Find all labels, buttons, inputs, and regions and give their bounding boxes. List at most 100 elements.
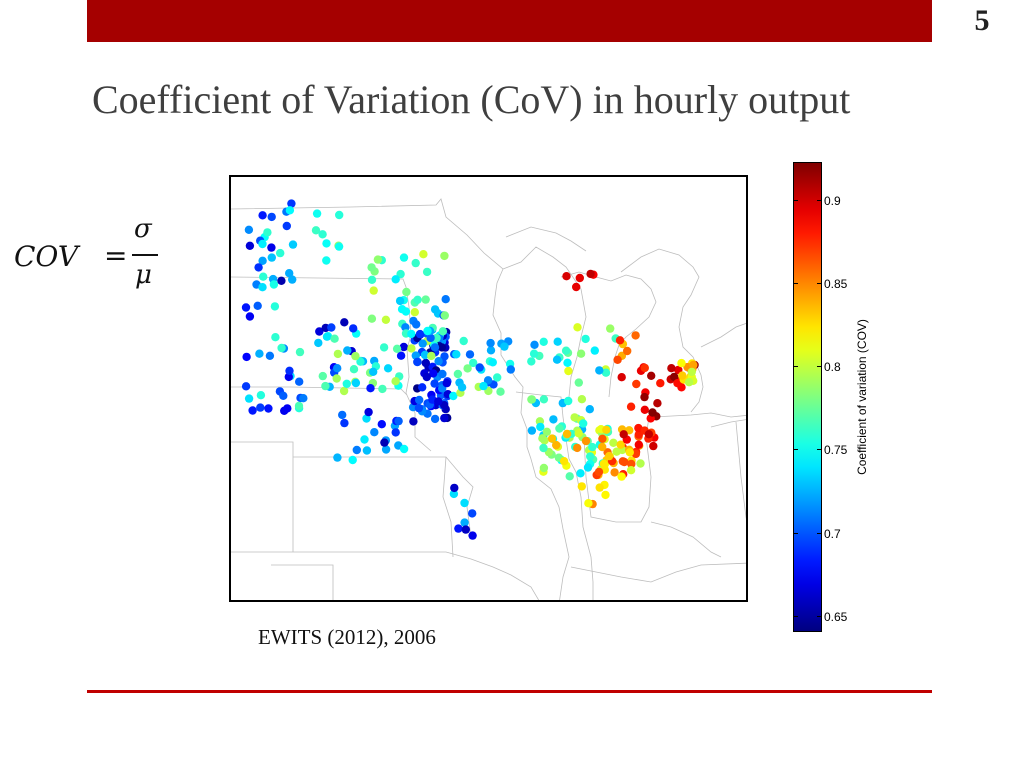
wind-site-marker [479,381,488,391]
border-wisconsin-michigan [502,246,587,398]
wind-site-marker [258,283,267,292]
border-lower-michigan [620,248,704,413]
wind-site-marker [634,440,643,449]
cov-formula: COV = σ μ [14,214,164,294]
wind-site-marker [623,346,632,356]
wind-site-marker [538,434,547,443]
colorbar-tick-mark [794,200,798,201]
source-citation: EWITS (2012), 2006 [258,625,436,649]
wind-site-marker [673,379,682,388]
wind-site-marker [687,367,696,377]
wind-site-marker [322,239,331,248]
wind-site-marker [254,263,263,272]
wind-site-marker [410,308,419,317]
formula-equals: = [104,239,128,272]
wind-site-marker [367,275,377,284]
wind-site-marker [500,342,509,351]
wind-site-marker [380,438,389,447]
wind-site-marker [282,221,291,231]
wind-site-marker [367,314,377,323]
wind-site-marker [264,404,273,413]
wind-site-marker [585,405,594,414]
wind-site-marker [352,445,361,455]
wind-site-marker [536,422,545,432]
wind-site-marker [438,369,447,379]
wind-site-marker [396,351,406,360]
wind-site-marker [461,525,470,534]
wind-site-marker [418,383,427,392]
wind-site-marker [599,459,609,469]
wind-site-marker [402,287,411,297]
wind-site-marker [419,250,428,259]
border-iowa-missouri [231,551,540,600]
wind-site-marker [295,377,304,386]
wind-site-marker [573,443,582,453]
wind-site-marker [333,349,343,359]
wind-site-marker [617,373,626,382]
wind-site-marker [430,379,439,388]
wind-site-marker [649,441,658,451]
wind-site-marker [378,384,387,394]
colorbar-tick-label: 0.8 [824,360,841,374]
wind-site-marker [440,251,449,261]
colorbar-tick-mark [817,200,821,201]
wind-site-marker [488,358,497,367]
border-ohio-kentucky [650,521,722,558]
border-iowa-nebraska [442,456,454,558]
wind-site-marker [549,415,558,424]
wind-site-marker [379,343,389,352]
formula-denominator: μ [135,260,152,290]
wind-site-marker [634,423,643,433]
wind-site-marker [271,333,280,342]
wind-site-marker [415,329,425,339]
wind-site-marker [381,315,391,324]
wind-site-marker [391,428,400,437]
wind-site-marker [413,295,422,304]
wind-site-marker [598,442,607,452]
wind-site-marker [311,226,321,235]
wind-site-points [241,199,699,540]
wind-site-marker [284,372,293,382]
wind-site-marker [269,280,279,289]
wind-site-marker [351,378,361,388]
wind-site-marker [399,253,409,262]
wind-site-marker [429,369,438,378]
wind-site-map [229,175,748,602]
border-kansas-box [271,564,334,600]
wind-site-marker [486,346,496,355]
wind-site-marker [442,379,451,388]
header-bar [87,0,932,42]
wind-site-marker [413,357,422,367]
wind-site-marker [598,434,607,443]
wind-site-marker [468,509,477,518]
wind-site-marker [356,357,365,366]
wind-site-marker [277,343,286,353]
wind-site-marker [334,242,344,251]
wind-site-marker [401,323,410,332]
wind-site-marker [527,357,536,366]
wind-site-marker [414,403,424,413]
wind-site-marker [394,416,403,426]
wind-site-marker [422,372,431,382]
wind-site-marker [399,342,408,352]
wind-site-marker [469,358,478,368]
wind-site-marker [539,395,549,404]
wind-site-marker [616,440,625,449]
colorbar-tick-label: 0.9 [824,194,841,208]
wind-site-marker [449,489,459,499]
wind-site-marker [263,228,272,237]
wind-site-marker [283,404,292,413]
wind-site-marker [564,396,573,406]
wind-site-marker [348,455,357,465]
wind-site-marker [452,350,461,359]
wind-site-marker [483,376,493,385]
wind-site-marker [438,327,448,336]
wind-site-marker [634,430,643,439]
colorbar-tick-mark [817,533,821,534]
wind-site-marker [559,457,569,466]
wind-site-marker [241,382,251,391]
colorbar-tick-mark [817,283,821,284]
wind-site-marker [321,381,330,391]
wind-site-marker [631,331,640,340]
wind-site-marker [453,369,463,379]
